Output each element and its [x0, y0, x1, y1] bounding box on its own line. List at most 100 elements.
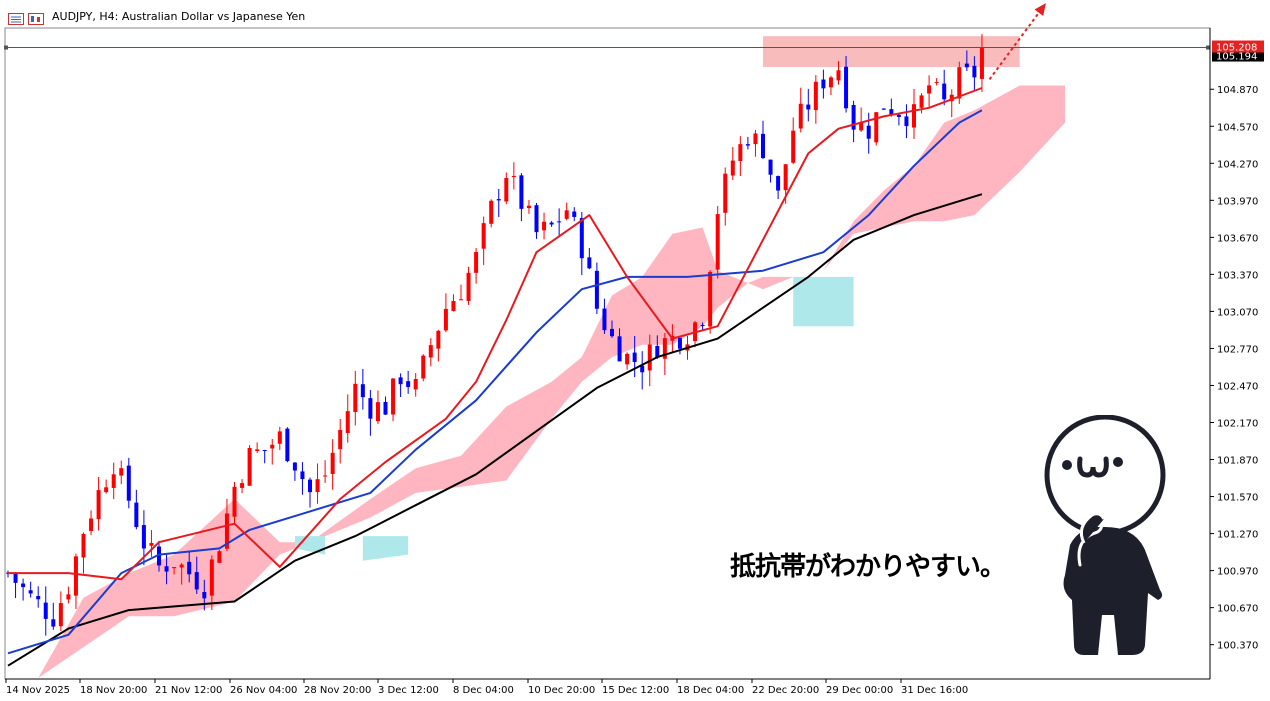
candle-body-68: [519, 175, 524, 209]
y-tick-label: 102.770: [1217, 344, 1258, 355]
candle-body-98: [745, 144, 750, 146]
mascot-left-eye: [1062, 460, 1072, 470]
cloud-bear-area-1: [362, 536, 409, 561]
x-tick-label: 26 Nov 04:00: [230, 685, 297, 696]
candle-body-106: [806, 104, 811, 110]
candle-body-21: [164, 566, 169, 572]
x-tick-label: 29 Dec 00:00: [826, 685, 893, 696]
candle-body-126: [957, 67, 962, 99]
candle-body-29: [224, 513, 229, 549]
candle-body-113: [859, 122, 864, 131]
x-tick-label: 28 Nov 20:00: [304, 685, 371, 696]
candle-body-80: [610, 328, 614, 337]
mascot-illustration: [1044, 415, 1166, 655]
y-tick-label: 103.970: [1217, 196, 1258, 207]
y-tick-label: 100.370: [1217, 641, 1258, 652]
candle-body-115: [874, 112, 879, 143]
candle-body-64: [489, 200, 494, 224]
x-tick-label: 18 Dec 04:00: [677, 685, 744, 696]
y-tick-label: 102.170: [1217, 419, 1258, 430]
candle-body-118: [896, 114, 901, 117]
x-tick-label: 8 Dec 04:00: [453, 685, 514, 696]
y-tick-label: 100.970: [1217, 567, 1258, 578]
candle-body-27: [209, 559, 214, 596]
candle-body-114: [866, 125, 871, 139]
mascot-right-eye: [1113, 457, 1123, 467]
candle-body-55: [421, 355, 426, 379]
candle-body-100: [761, 133, 765, 159]
candle-body-117: [889, 109, 894, 115]
candle-body-61: [466, 272, 471, 301]
candle-body-82: [625, 353, 630, 365]
candle-body-35: [270, 444, 275, 449]
y-tick-label: 100.670: [1217, 604, 1258, 615]
candle-body-76: [579, 218, 584, 259]
candle-body-49: [375, 402, 380, 422]
candle-body-62: [474, 252, 479, 273]
candle-body-120: [912, 104, 916, 128]
candle-body-70: [534, 205, 539, 233]
candle-body-5: [43, 602, 48, 619]
x-tick-label: 31 Dec 16:00: [901, 685, 968, 696]
chart-window-icon[interactable]: [28, 10, 44, 25]
candle-body-4: [36, 596, 41, 600]
candle-body-53: [406, 381, 411, 388]
candle-body-50: [383, 401, 388, 415]
candle-body-116: [881, 108, 886, 110]
x-tick-label: 18 Nov 20:00: [80, 685, 147, 696]
candle-body-56: [428, 345, 433, 358]
candle-body-14: [111, 474, 116, 488]
candle-body-85: [647, 344, 652, 371]
candle-body-121: [919, 95, 924, 108]
candle-body-42: [323, 475, 328, 477]
candle-body-101: [768, 159, 773, 175]
current-price-line: [4, 45, 1210, 50]
candle-body-111: [844, 66, 849, 109]
time-axis: 14 Nov 2025 18 Nov 20:00 21 Nov 12:00 26 No…: [5, 678, 1210, 696]
projection-arrow-line: [988, 7, 1044, 80]
candle-body-67: [511, 175, 516, 178]
candle-body-89: [677, 337, 682, 349]
x-tick-label: 10 Dec 20:00: [528, 685, 595, 696]
candle-body-108: [821, 79, 826, 89]
x-tick-label: 15 Dec 12:00: [602, 685, 669, 696]
candle-body-19: [149, 542, 154, 546]
candle-body-66: [504, 178, 509, 202]
price-axis: 104.870 104.570 104.270 103.970 103.670 103.3…: [1209, 28, 1264, 679]
candle-body-79: [602, 308, 607, 331]
moving-averages: [7, 87, 983, 667]
candle-body-9: [73, 556, 78, 596]
x-tick-label: 3 Dec 12:00: [378, 685, 439, 696]
candle-body-16: [126, 465, 131, 501]
candle-body-71: [542, 221, 547, 231]
candle-body-83: [632, 352, 637, 363]
candle-body-33: [255, 449, 260, 452]
candle-body-109: [828, 77, 833, 88]
menu-icon[interactable]: [8, 10, 24, 25]
x-tick-label: 22 Dec 20:00: [752, 685, 819, 696]
candle-body-40: [308, 479, 312, 493]
price-tag-bg: [1212, 40, 1264, 53]
candle-body-94: [715, 214, 720, 270]
candle-body-65: [496, 199, 501, 201]
y-tick-label: 103.670: [1217, 233, 1258, 244]
candle-body-102: [776, 176, 781, 191]
cloud-bull-area: [38, 85, 1066, 678]
candle-body-123: [934, 82, 939, 84]
ma-long-line: [7, 193, 983, 667]
candle-body-39: [300, 471, 305, 480]
y-tick-label: 104.270: [1217, 159, 1258, 170]
candle-body-17: [134, 502, 139, 528]
candle-body-97: [738, 144, 743, 162]
ma-mid-line: [7, 109, 983, 655]
mascot-body: [1063, 526, 1163, 655]
cloud-bear-area-2: [793, 276, 854, 327]
candle-body-22: [172, 567, 177, 569]
candle-body-125: [949, 94, 954, 102]
candle-body-36: [277, 431, 282, 444]
candle-body-44: [338, 429, 343, 450]
candle-body-73: [557, 221, 562, 223]
candle-body-30: [232, 486, 237, 517]
candle-body-104: [791, 130, 796, 163]
